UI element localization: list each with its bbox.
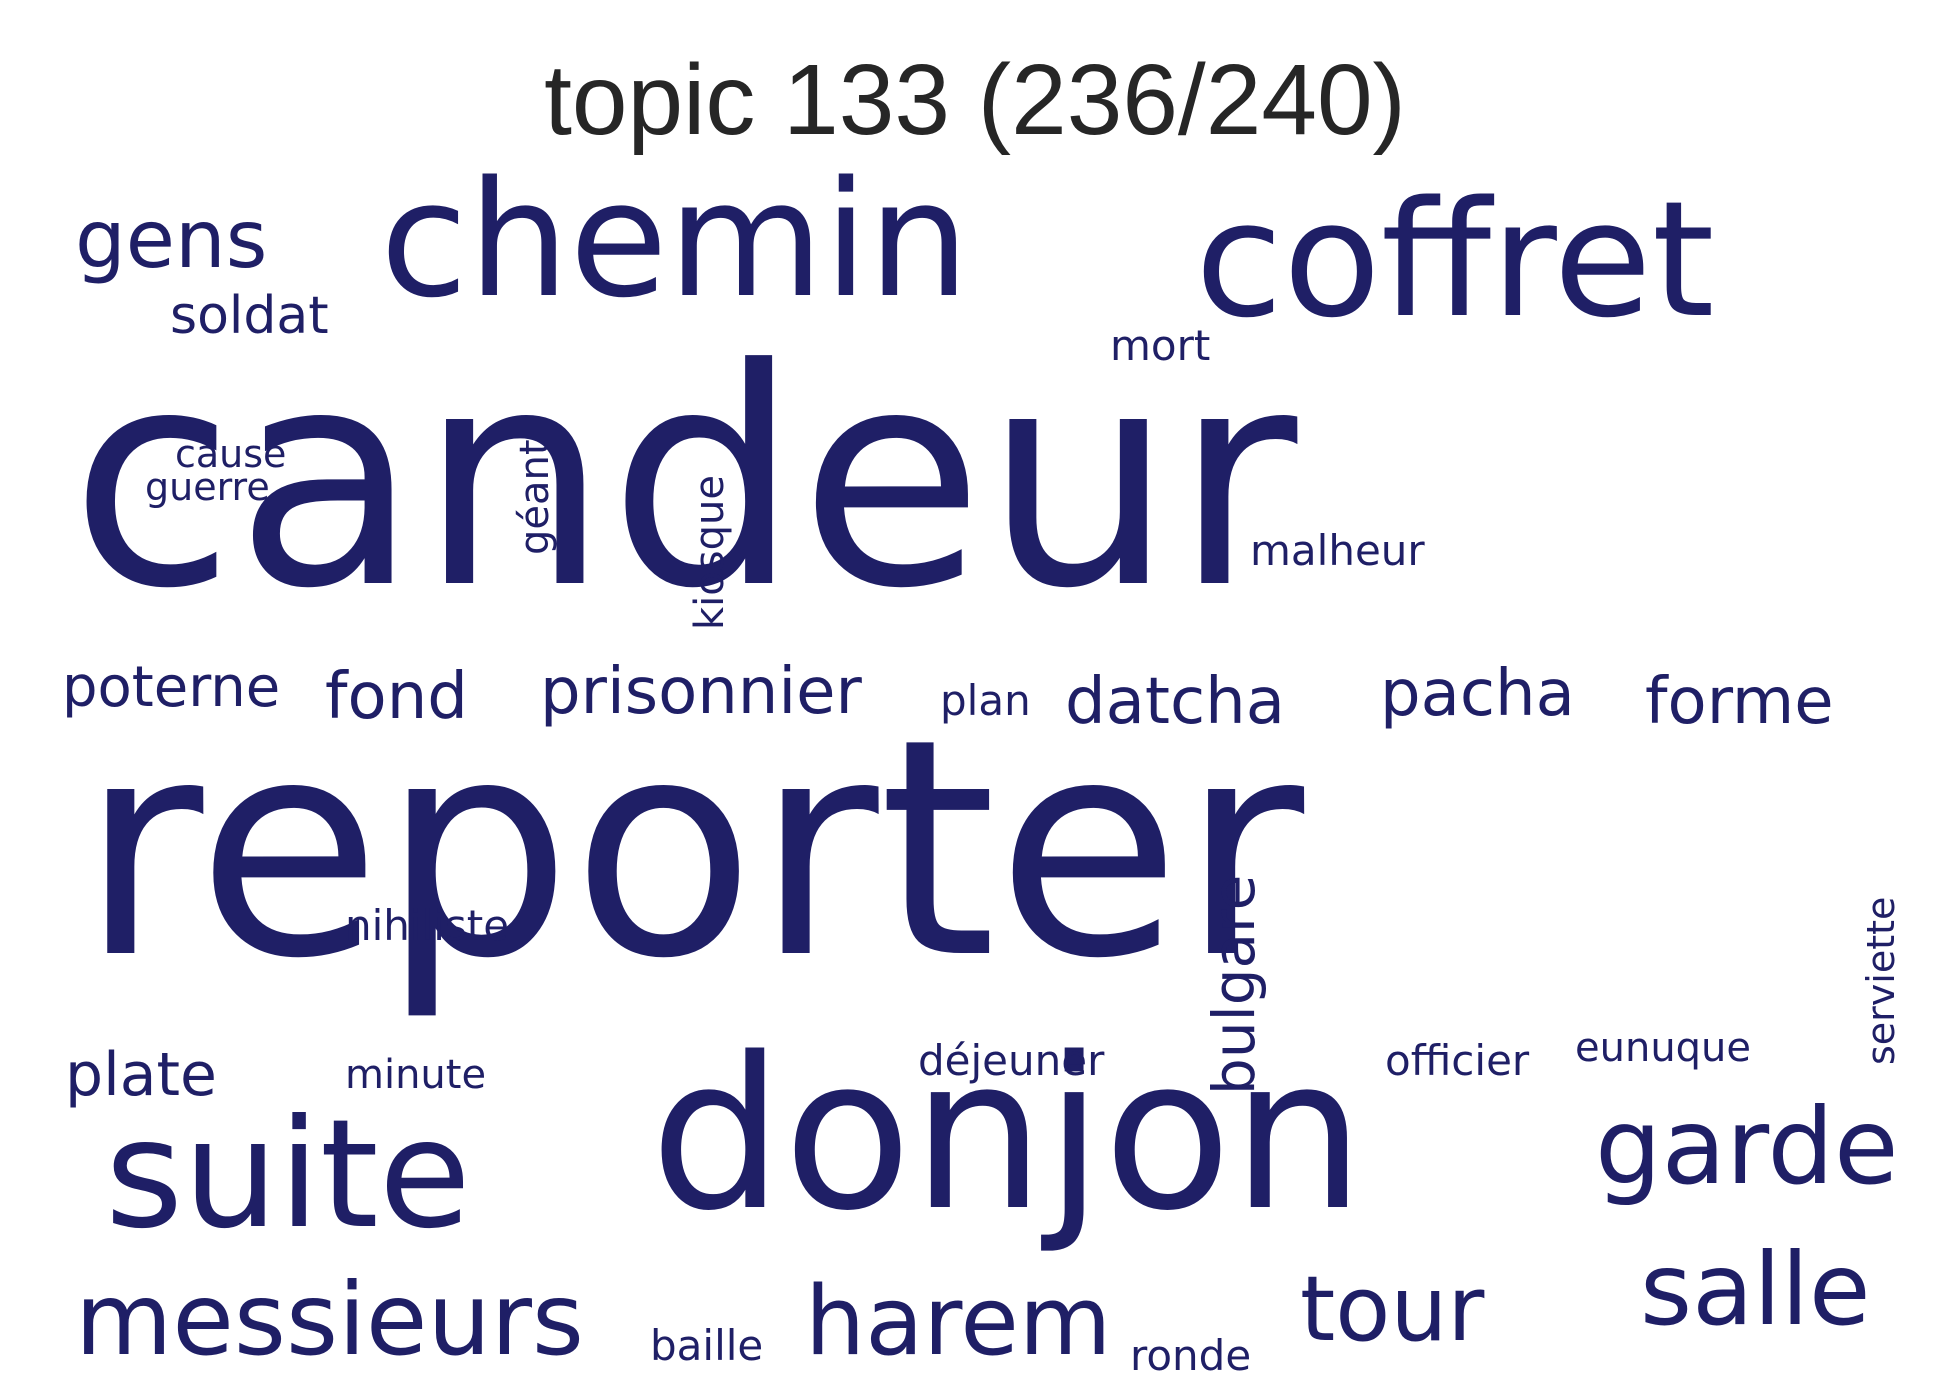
word-fond: fond <box>325 660 468 734</box>
word-coffret: coffret <box>1195 166 1715 353</box>
word-suite: suite <box>105 1088 471 1262</box>
word-poterne: poterne <box>62 655 281 720</box>
word-harem: harem <box>805 1267 1112 1377</box>
word-garde: garde <box>1595 1086 1899 1208</box>
word-officier: officier <box>1385 1036 1530 1085</box>
word-malheur: malheur <box>1250 526 1425 575</box>
word-forme: forme <box>1645 665 1834 739</box>
word-cause: cause <box>175 432 287 476</box>
word-tour: tour <box>1300 1257 1485 1362</box>
word-geant: géant <box>512 439 558 555</box>
word-plate: plate <box>65 1040 217 1110</box>
word-pacha: pacha <box>1380 657 1575 731</box>
word-serviette: serviette <box>1859 896 1903 1065</box>
word-datcha: datcha <box>1065 665 1285 739</box>
word-bulgare: bulgare <box>1200 874 1268 1095</box>
word-nihiliste: nihiliste <box>345 901 510 950</box>
word-candeur: candeur <box>70 305 1298 654</box>
word-plan: plan <box>940 676 1031 725</box>
chart-title: topic 133 (236/240) <box>544 44 1406 156</box>
word-ronde: ronde <box>1130 1331 1252 1380</box>
word-mort: mort <box>1110 321 1211 370</box>
word-salle: salle <box>1640 1231 1871 1348</box>
word-prisonnier: prisonnier <box>540 655 862 729</box>
word-gens: gens <box>75 193 268 286</box>
word-chemin: chemin <box>380 146 970 333</box>
word-eunuque: eunuque <box>1575 1025 1752 1071</box>
word-kiosque: kiosque <box>687 475 733 630</box>
word-soldat: soldat <box>170 286 329 346</box>
word-guerre: guerre <box>145 465 270 509</box>
word-reporter: reporter <box>80 675 1305 1024</box>
word-minute: minute <box>345 1052 487 1098</box>
word-baille: baille <box>650 1321 764 1370</box>
word-dejeuner: déjeuner <box>918 1036 1105 1085</box>
word-messieurs: messieurs <box>75 1261 585 1378</box>
word-donjon: donjon <box>650 1012 1365 1257</box>
